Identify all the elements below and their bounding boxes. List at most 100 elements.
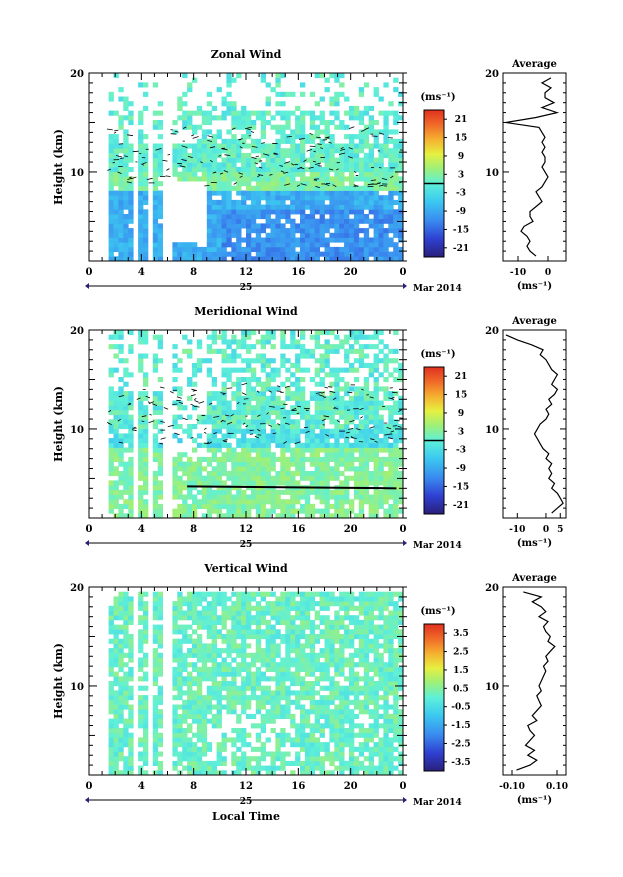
heatmap-cell bbox=[329, 457, 334, 462]
heatmap-cell bbox=[251, 747, 256, 752]
heatmap-cell bbox=[177, 106, 182, 111]
heatmap-cell bbox=[271, 358, 276, 363]
heatmap-cell bbox=[261, 242, 266, 247]
heatmap-cell bbox=[226, 101, 231, 106]
heatmap-cell bbox=[158, 625, 163, 630]
heatmap-cell bbox=[231, 742, 236, 747]
heatmap-cell bbox=[280, 714, 285, 719]
heatmap-cell bbox=[325, 242, 330, 247]
heatmap-cell bbox=[256, 252, 261, 257]
heatmap-cell bbox=[109, 471, 114, 476]
heatmap-cell bbox=[207, 148, 212, 153]
heatmap-cell bbox=[290, 504, 295, 509]
heatmap-cell bbox=[256, 499, 261, 504]
heatmap-cell bbox=[241, 499, 246, 504]
heatmap-cell bbox=[295, 737, 300, 742]
heatmap-cell bbox=[271, 186, 276, 191]
heatmap-cell bbox=[222, 162, 227, 167]
heatmap-cell bbox=[393, 349, 398, 354]
heatmap-cell bbox=[192, 247, 197, 252]
heatmap-cell bbox=[305, 134, 310, 139]
heatmap-cell bbox=[300, 354, 305, 359]
heatmap-cell bbox=[231, 462, 236, 467]
heatmap-cell bbox=[123, 405, 128, 410]
heatmap-cell bbox=[369, 106, 374, 111]
heatmap-cell bbox=[226, 667, 231, 672]
heatmap-cell bbox=[172, 643, 177, 648]
heatmap-cell bbox=[285, 368, 290, 373]
heatmap-cell bbox=[300, 690, 305, 695]
heatmap-cell bbox=[118, 509, 123, 514]
heatmap-cell bbox=[251, 629, 256, 634]
heatmap-cell bbox=[153, 733, 158, 738]
heatmap-cell bbox=[300, 766, 305, 771]
heatmap-cell bbox=[325, 363, 330, 368]
heatmap-cell bbox=[305, 709, 310, 714]
heatmap-cell bbox=[128, 601, 133, 606]
heatmap-cell bbox=[266, 490, 271, 495]
heatmap-cell bbox=[236, 415, 241, 420]
colorbar-tick-label: -9 bbox=[456, 464, 466, 474]
heatmap-cell bbox=[374, 120, 379, 125]
heatmap-cell bbox=[271, 719, 276, 724]
heatmap-cell bbox=[182, 176, 187, 181]
heatmap-cell bbox=[202, 700, 207, 705]
heatmap-cell bbox=[266, 330, 271, 335]
heatmap-cell bbox=[177, 723, 182, 728]
heatmap-cell bbox=[388, 471, 393, 476]
heatmap-cell bbox=[217, 686, 222, 691]
heatmap-cell bbox=[266, 82, 271, 87]
heatmap-cell bbox=[172, 601, 177, 606]
heatmap-cell bbox=[153, 728, 158, 733]
heatmap-cell bbox=[187, 756, 192, 761]
heatmap-cell bbox=[222, 499, 227, 504]
heatmap-cell bbox=[325, 429, 330, 434]
heatmap-cell bbox=[305, 448, 310, 453]
heatmap-cell bbox=[271, 172, 276, 177]
heatmap-cell bbox=[364, 191, 369, 196]
heatmap-cell bbox=[275, 504, 280, 509]
heatmap-cell bbox=[379, 214, 384, 219]
heatmap-cell bbox=[172, 148, 177, 153]
heatmap-cell bbox=[325, 219, 330, 224]
heatmap-cell bbox=[383, 476, 388, 481]
heatmap-cell bbox=[118, 690, 123, 695]
heatmap-cell bbox=[261, 462, 266, 467]
heatmap-cell bbox=[251, 620, 256, 625]
heatmap-cell bbox=[271, 499, 276, 504]
heatmap-cell bbox=[187, 700, 192, 705]
heatmap-cell bbox=[393, 148, 398, 153]
heatmap-cell bbox=[172, 120, 177, 125]
heatmap-cell bbox=[339, 471, 344, 476]
heatmap-cell bbox=[138, 252, 143, 257]
heatmap-cell bbox=[241, 490, 246, 495]
heatmap-cell bbox=[226, 495, 231, 500]
heatmap-cell bbox=[310, 186, 315, 191]
heatmap-cell bbox=[158, 242, 163, 247]
heatmap-cell bbox=[300, 139, 305, 144]
heatmap-cell bbox=[231, 592, 236, 597]
heatmap-cell bbox=[369, 499, 374, 504]
heatmap-cell bbox=[339, 191, 344, 196]
heatmap-cell bbox=[172, 606, 177, 611]
heatmap-cell bbox=[320, 186, 325, 191]
heatmap-cell bbox=[236, 653, 241, 658]
heatmap-cell bbox=[217, 457, 222, 462]
heatmap-cell bbox=[192, 700, 197, 705]
heatmap-cell bbox=[285, 153, 290, 158]
heatmap-cell bbox=[231, 756, 236, 761]
heatmap-cell bbox=[197, 252, 202, 257]
heatmap-cell bbox=[153, 648, 158, 653]
heatmap-cell bbox=[290, 139, 295, 144]
heatmap-cell bbox=[305, 186, 310, 191]
heatmap-cell bbox=[300, 629, 305, 634]
heatmap-cell bbox=[369, 480, 374, 485]
profile-frame bbox=[503, 73, 566, 261]
heatmap-cell bbox=[123, 101, 128, 106]
heatmap-cell bbox=[300, 252, 305, 257]
heatmap-cell bbox=[118, 742, 123, 747]
heatmap-cell bbox=[383, 457, 388, 462]
heatmap-cell bbox=[123, 448, 128, 453]
heatmap-cell bbox=[143, 452, 148, 457]
heatmap-cell bbox=[143, 443, 148, 448]
